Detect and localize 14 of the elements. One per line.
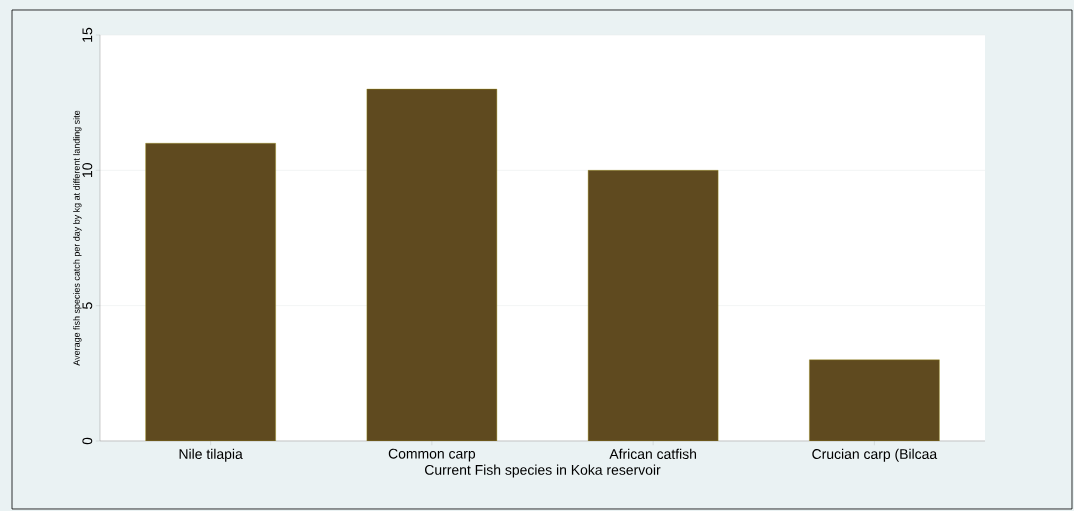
x-tick-label: Nile tilapia (179, 448, 243, 462)
x-axis-title: Current Fish species in Koka reservoir (425, 464, 661, 478)
bar (366, 88, 498, 441)
y-tick-label: 15 (82, 27, 93, 42)
x-tick-label: African catfish (609, 448, 697, 459)
y-tick-label: 0 (82, 437, 93, 445)
x-tick-label: Crucian carp (Bilcaa (812, 448, 938, 462)
y-axis-title: Average fish species catch per day by kg at different landing site (73, 110, 82, 366)
y-tick-label: 5 (82, 302, 93, 309)
x-tick-label: Common carp (388, 448, 476, 462)
bar (587, 170, 719, 441)
y-tick-label: 10 (82, 163, 93, 178)
bar (809, 359, 940, 441)
bar (145, 143, 276, 441)
